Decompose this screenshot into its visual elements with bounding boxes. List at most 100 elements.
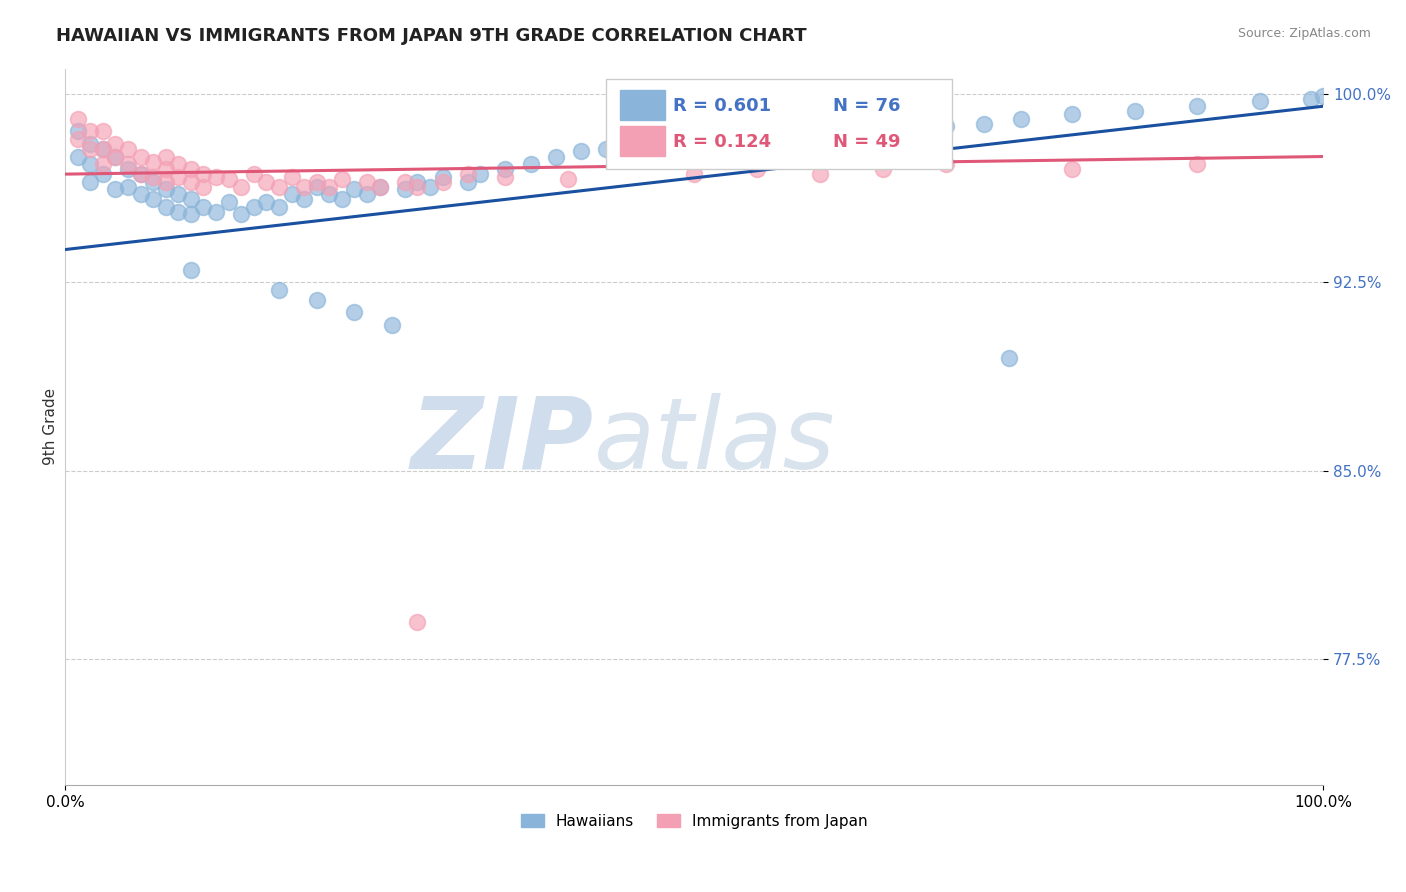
Point bbox=[231, 179, 253, 194]
Point bbox=[381, 318, 404, 332]
Point bbox=[91, 167, 114, 181]
Point bbox=[167, 204, 190, 219]
Point bbox=[155, 162, 177, 177]
FancyBboxPatch shape bbox=[606, 79, 952, 169]
Point bbox=[129, 187, 152, 202]
Point bbox=[834, 120, 856, 134]
Point bbox=[808, 124, 831, 138]
Point bbox=[66, 124, 89, 138]
Point bbox=[79, 142, 101, 156]
Point bbox=[193, 200, 215, 214]
Point bbox=[254, 194, 277, 209]
Point bbox=[683, 132, 706, 146]
Point bbox=[104, 149, 127, 163]
Point bbox=[66, 112, 89, 126]
Point bbox=[180, 162, 202, 177]
Point bbox=[734, 132, 756, 146]
Point bbox=[494, 162, 516, 177]
Point bbox=[231, 207, 253, 221]
Point bbox=[406, 175, 429, 189]
Point bbox=[280, 187, 302, 202]
Point bbox=[872, 124, 894, 138]
Point bbox=[305, 179, 328, 194]
Point bbox=[783, 129, 806, 144]
Point bbox=[79, 136, 101, 151]
Point bbox=[318, 187, 340, 202]
Point bbox=[180, 207, 202, 221]
Point bbox=[104, 182, 127, 196]
Point bbox=[758, 124, 780, 138]
Point bbox=[935, 120, 957, 134]
Point bbox=[117, 162, 139, 177]
Point bbox=[1312, 89, 1334, 103]
Point bbox=[394, 175, 416, 189]
FancyBboxPatch shape bbox=[620, 90, 665, 120]
Point bbox=[897, 117, 920, 131]
Point bbox=[167, 187, 190, 202]
Point bbox=[595, 142, 617, 156]
Point bbox=[267, 200, 290, 214]
Point bbox=[267, 179, 290, 194]
Point bbox=[142, 175, 165, 189]
Point bbox=[745, 162, 768, 177]
Point bbox=[872, 162, 894, 177]
Point bbox=[155, 182, 177, 196]
Point bbox=[1060, 107, 1083, 121]
Y-axis label: 9th Grade: 9th Grade bbox=[44, 388, 58, 466]
Point bbox=[104, 149, 127, 163]
Point bbox=[356, 187, 378, 202]
Point bbox=[330, 192, 353, 206]
Point bbox=[167, 169, 190, 184]
Point bbox=[645, 142, 668, 156]
Point bbox=[494, 169, 516, 184]
Text: Source: ZipAtlas.com: Source: ZipAtlas.com bbox=[1237, 27, 1371, 40]
Point bbox=[66, 132, 89, 146]
Point bbox=[292, 179, 315, 194]
Point bbox=[117, 179, 139, 194]
Point bbox=[318, 179, 340, 194]
Point bbox=[470, 167, 492, 181]
Point bbox=[305, 175, 328, 189]
Point bbox=[406, 615, 429, 629]
Point bbox=[104, 136, 127, 151]
Point bbox=[129, 167, 152, 181]
Point bbox=[155, 200, 177, 214]
Point bbox=[1123, 104, 1146, 119]
Text: ZIP: ZIP bbox=[411, 392, 593, 490]
Point bbox=[808, 167, 831, 181]
Text: atlas: atlas bbox=[593, 392, 835, 490]
Point bbox=[683, 167, 706, 181]
Point bbox=[142, 154, 165, 169]
Text: N = 49: N = 49 bbox=[832, 133, 900, 151]
Point bbox=[457, 175, 479, 189]
Point bbox=[519, 157, 541, 171]
Point bbox=[243, 167, 266, 181]
Point bbox=[557, 172, 579, 186]
Point bbox=[91, 142, 114, 156]
Point bbox=[330, 172, 353, 186]
Point bbox=[205, 169, 228, 184]
Point bbox=[973, 117, 995, 131]
Point bbox=[394, 182, 416, 196]
Point bbox=[292, 192, 315, 206]
Point bbox=[544, 149, 567, 163]
Point bbox=[243, 200, 266, 214]
Point bbox=[167, 157, 190, 171]
Point bbox=[142, 169, 165, 184]
Point bbox=[280, 169, 302, 184]
Point bbox=[419, 179, 441, 194]
Point bbox=[205, 204, 228, 219]
Point bbox=[1249, 94, 1271, 108]
Point bbox=[368, 179, 391, 194]
Point bbox=[356, 175, 378, 189]
Point bbox=[218, 194, 240, 209]
Point bbox=[1060, 162, 1083, 177]
Point bbox=[569, 145, 592, 159]
Point bbox=[91, 142, 114, 156]
Point bbox=[91, 157, 114, 171]
Point bbox=[155, 149, 177, 163]
Point bbox=[1187, 99, 1209, 113]
Point bbox=[432, 169, 454, 184]
Point bbox=[997, 351, 1019, 365]
Point bbox=[1010, 112, 1032, 126]
